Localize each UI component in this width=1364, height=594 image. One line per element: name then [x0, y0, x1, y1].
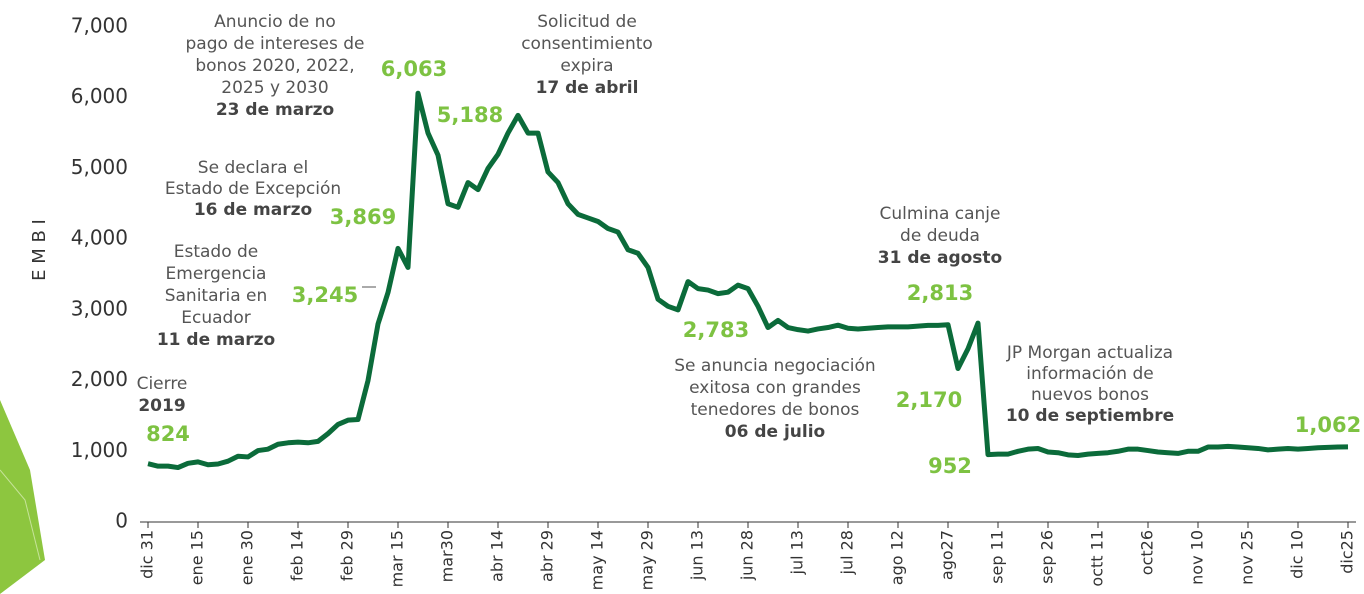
annotation-text: Cierre [137, 374, 188, 394]
x-tick-label: abr 14 [488, 530, 507, 582]
annotation-text: información de [1026, 364, 1153, 384]
x-tick-label: mar 15 [388, 530, 407, 587]
annotation-text: Emergencia [166, 264, 267, 284]
x-tick-label: nov 10 [1188, 530, 1207, 585]
x-tick-label: jul 28 [838, 530, 857, 575]
annotation-date: 11 de marzo [157, 330, 275, 350]
value-label: 5,188 [437, 103, 503, 127]
annotation-text: Culmina canje [880, 204, 1001, 224]
y-tick-label: 5,000 [71, 155, 128, 179]
y-tick-label: 7,000 [71, 14, 128, 38]
chart: E M B I 0 1,000 2,000 3,000 4,000 5,000 6,000 7… [0, 0, 1364, 594]
annotation-text: Solicitud de [537, 12, 637, 32]
x-tick-label: octt 11 [1088, 530, 1107, 587]
annotation-text: Estado de Excepción [165, 179, 341, 199]
x-tick-label: sep 11 [988, 530, 1007, 584]
y-axis-label: E M B I [29, 219, 50, 281]
annotation-text: Sanitaria en [165, 286, 268, 306]
annotation-date: 2019 [138, 396, 185, 416]
annotation-text: expira [560, 56, 613, 76]
value-label: 3,245 [292, 283, 358, 307]
value-label: 6,063 [381, 57, 447, 81]
y-tick-label: 1,000 [71, 438, 128, 462]
annotation-text: Se anuncia negociación [674, 356, 875, 376]
x-tick-label: abr 29 [538, 530, 557, 582]
value-label: 2,813 [907, 281, 973, 305]
value-label: 2,783 [683, 318, 749, 342]
x-tick-label: ago 12 [888, 530, 907, 585]
annotation-date: 23 de marzo [216, 100, 334, 120]
y-tick-label: 6,000 [71, 84, 128, 108]
annotation-text: 2025 y 2030 [221, 78, 328, 98]
x-tick-label: nov 25 [1238, 530, 1257, 585]
x-tick-label: may 14 [588, 530, 607, 590]
value-label: 824 [146, 422, 190, 446]
annotation-text: Se declara el [198, 158, 308, 178]
value-label: 1,062 [1295, 413, 1361, 437]
y-tick-label: 4,000 [71, 226, 128, 250]
annotation-date: 16 de marzo [194, 200, 312, 220]
annotation-text: nuevos bonos [1031, 385, 1149, 405]
annotation-text: Anuncio de no [214, 12, 336, 32]
x-tick-label: jul 13 [788, 530, 807, 575]
x-tick-label: ene 15 [188, 530, 207, 585]
x-tick-label: mar30 [438, 530, 457, 582]
y-tick-label: 3,000 [71, 296, 128, 320]
x-tick-label: sep 26 [1038, 530, 1057, 584]
annotation-text: JP Morgan actualiza [1006, 343, 1173, 363]
annotation-text: tenedores de bonos [691, 400, 860, 420]
annotation-date: 31 de agosto [878, 248, 1002, 268]
annotation-text: Ecuador [181, 308, 250, 328]
x-tick-label: may 29 [638, 530, 657, 590]
annotation-text: de deuda [900, 226, 980, 246]
annotation-text: bonos 2020, 2022, [195, 56, 354, 76]
annotation-text: Estado de [174, 242, 259, 262]
annotation-text: consentimiento [521, 34, 653, 54]
x-tick-label: dic 10 [1288, 530, 1307, 579]
x-tick-label: feb 14 [288, 530, 307, 581]
annotation-text: pago de intereses de [186, 34, 365, 54]
x-tick-label: ene 30 [238, 530, 257, 585]
annotation-date: 10 de septiembre [1006, 406, 1174, 426]
value-label: 3,869 [330, 205, 396, 229]
x-tick-label: dic25 [1338, 530, 1357, 574]
x-tick-label: jun 28 [738, 530, 757, 581]
x-tick-label: dic 31 [138, 530, 157, 579]
x-tick-label: jun 13 [688, 530, 707, 581]
annotation-date: 06 de julio [725, 422, 825, 442]
x-tick-label: ago27 [938, 530, 957, 580]
y-tick-label: 2,000 [71, 367, 128, 391]
annotation-text: exitosa con grandes [689, 378, 861, 398]
value-label: 2,170 [896, 388, 962, 412]
x-tick-label: oct26 [1138, 530, 1157, 575]
annotation-date: 17 de abril [536, 78, 639, 98]
x-tick-label: feb 29 [338, 530, 357, 581]
value-label: 952 [928, 454, 972, 478]
y-tick-label: 0 [115, 509, 128, 533]
